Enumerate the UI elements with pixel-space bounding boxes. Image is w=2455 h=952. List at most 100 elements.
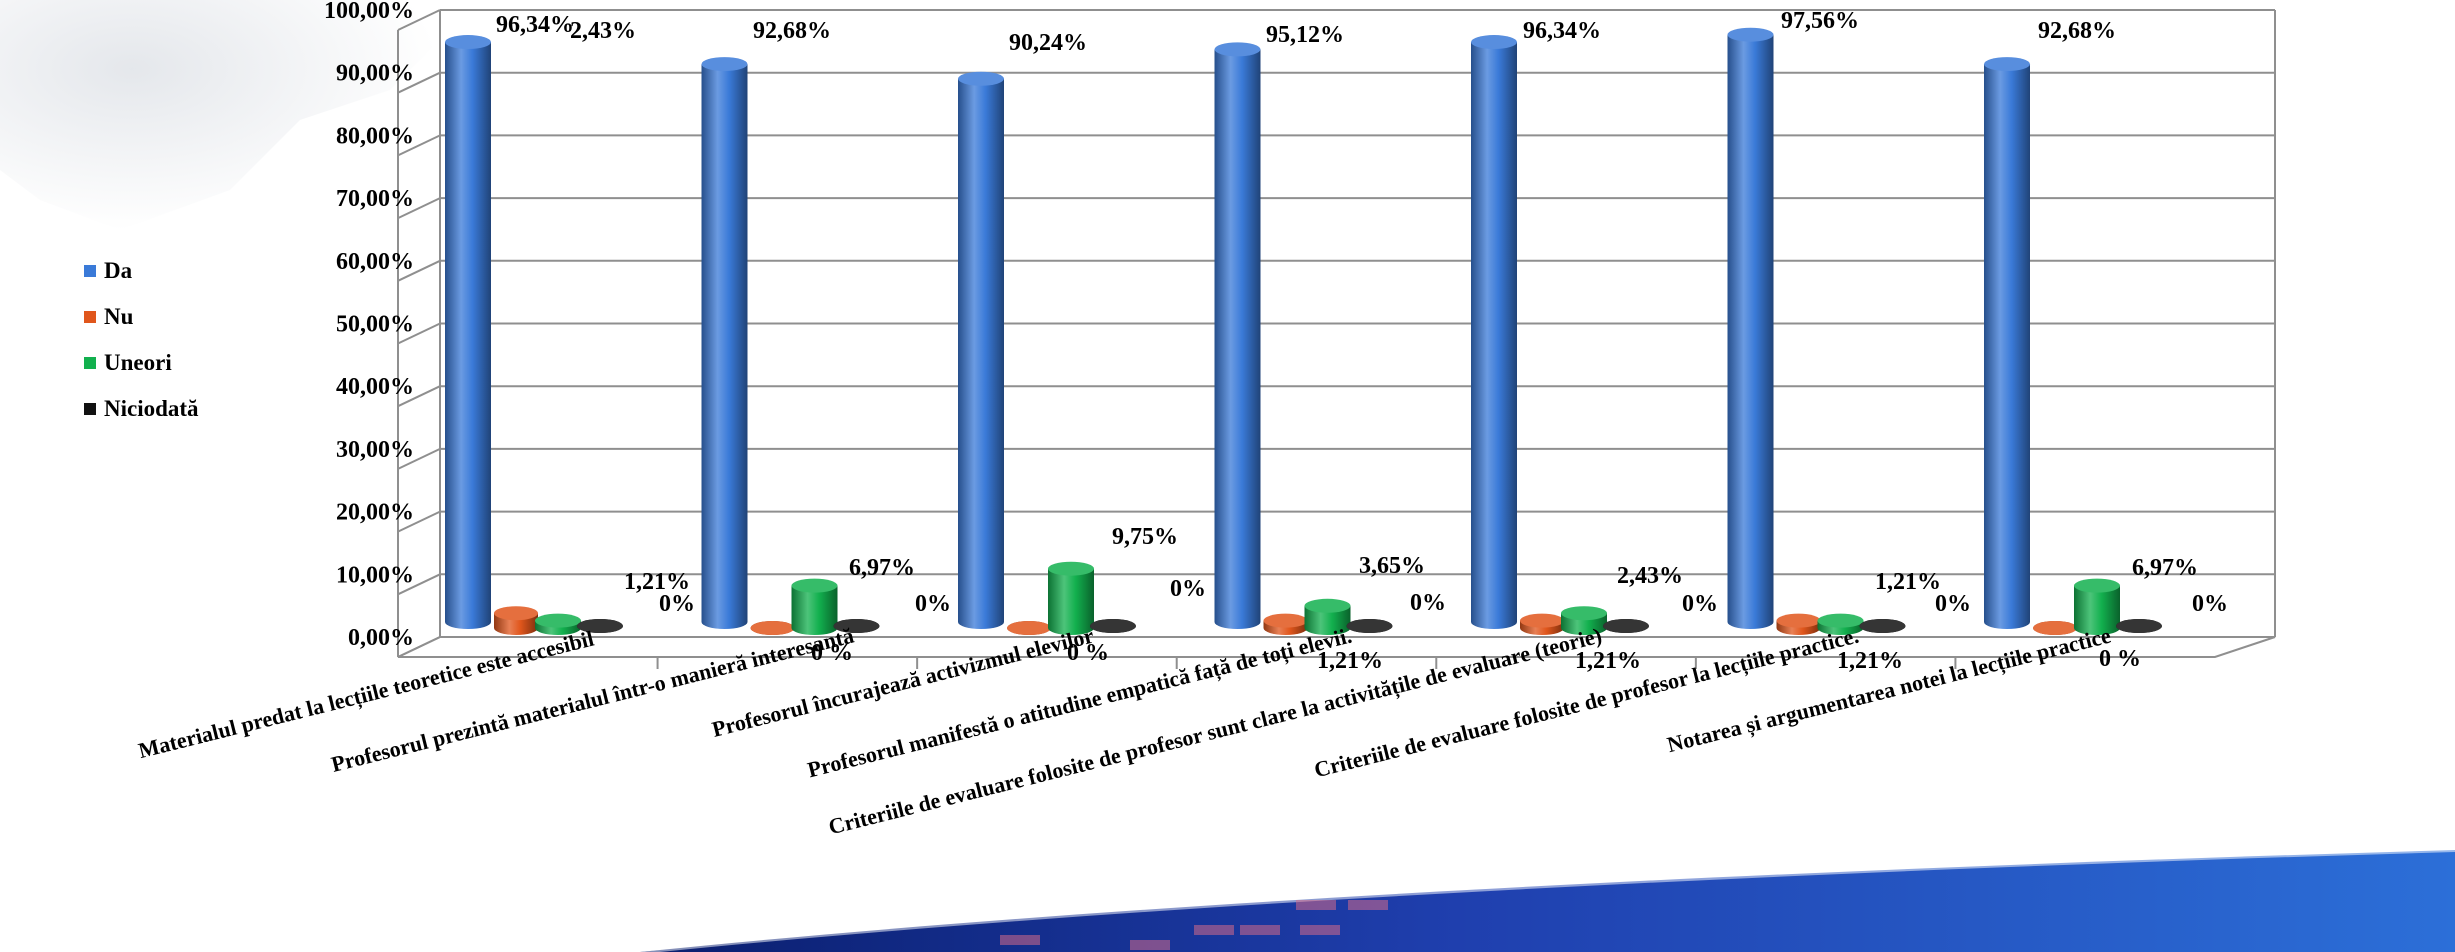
chart-legend: Da Nu Uneori Niciodată bbox=[84, 248, 199, 432]
bar-niciodată bbox=[1859, 619, 1906, 633]
bar-top bbox=[535, 613, 581, 628]
bar-nu bbox=[494, 606, 538, 635]
y-tick-label: 10,00% bbox=[336, 562, 414, 588]
legend-swatch bbox=[84, 265, 96, 277]
bar-top bbox=[1776, 613, 1821, 628]
bar-uneori bbox=[535, 613, 581, 635]
bar-top bbox=[577, 619, 623, 633]
bar-top bbox=[1471, 35, 1517, 50]
data-label-niciodată: 0% bbox=[1170, 576, 1206, 602]
y-tick-label: 50,00% bbox=[336, 312, 414, 338]
bar-body bbox=[1984, 64, 2030, 629]
bar-niciodată bbox=[1603, 619, 1649, 633]
bar-top bbox=[1727, 27, 1774, 42]
legend-item: Nu bbox=[84, 294, 199, 340]
bar-da bbox=[701, 57, 748, 629]
legend-swatch bbox=[84, 403, 96, 415]
category-labels: Materialul predat la lecțiile teoretice … bbox=[136, 623, 2114, 841]
bar-da bbox=[445, 35, 491, 629]
data-label-niciodată: 0% bbox=[1682, 591, 1718, 617]
data-label-niciodată: 0% bbox=[1410, 590, 1446, 616]
bar-uneori bbox=[1048, 561, 1094, 635]
bar-top bbox=[791, 578, 838, 593]
bar-body bbox=[1214, 49, 1261, 629]
bar-top bbox=[701, 57, 748, 72]
data-label-da: 96,34% bbox=[496, 12, 574, 38]
data-label-nu: 0 % bbox=[2099, 646, 2141, 672]
bar-top bbox=[1520, 613, 1564, 628]
bar-uneori bbox=[1817, 613, 1864, 635]
data-label-uneori: 9,75% bbox=[1112, 524, 1178, 550]
bar-body bbox=[1727, 34, 1774, 630]
bar-body bbox=[445, 42, 491, 629]
legend-item: Da bbox=[84, 248, 199, 294]
y-tick-label: 0,00% bbox=[348, 625, 414, 651]
legend-swatch bbox=[84, 357, 96, 369]
bar-top bbox=[1603, 619, 1649, 633]
y-tick-label: 30,00% bbox=[336, 437, 414, 463]
bar-body bbox=[1048, 568, 1094, 635]
y-tick-label: 20,00% bbox=[336, 500, 414, 526]
world-map-shape bbox=[0, 0, 440, 230]
y-tick-label: 100,00% bbox=[324, 0, 414, 24]
swoosh-highlight bbox=[640, 842, 2455, 952]
bar-top bbox=[1984, 57, 2030, 72]
bar-top bbox=[750, 621, 795, 635]
y-tick-label: 60,00% bbox=[336, 249, 414, 275]
y-tick-label: 80,00% bbox=[336, 123, 414, 149]
bar-niciodată bbox=[2116, 619, 2162, 633]
bar-top bbox=[1048, 561, 1094, 576]
data-label-uneori: 3,65% bbox=[1359, 553, 1425, 579]
legend-label: Uneori bbox=[104, 350, 172, 375]
y-tick-label: 90,00% bbox=[336, 61, 414, 87]
equalizer-decoration bbox=[1000, 900, 1388, 950]
bar-top bbox=[833, 619, 880, 633]
data-label-uneori: 1,21% bbox=[1875, 569, 1941, 595]
gridline-depth bbox=[397, 322, 441, 345]
data-label-nu: 1,21% bbox=[1837, 648, 1903, 674]
bar-nu bbox=[1776, 613, 1821, 635]
data-labels: 96,34%2,43%1,21%0%92,68%0 %6,97%0%90,24%… bbox=[496, 8, 2228, 674]
bar-nu bbox=[1263, 613, 1308, 635]
legend-label: Niciodată bbox=[104, 396, 199, 421]
data-label-niciodată: 0% bbox=[1935, 591, 1971, 617]
bar-top bbox=[1304, 598, 1351, 613]
bar-da bbox=[1214, 42, 1261, 629]
data-label-da: 97,56% bbox=[1781, 8, 1859, 34]
bar-uneori bbox=[1304, 598, 1351, 635]
bar-top bbox=[1007, 621, 1051, 635]
y-tick-label: 70,00% bbox=[336, 186, 414, 212]
bar-body bbox=[2074, 585, 2120, 635]
bar-body bbox=[958, 78, 1004, 630]
data-label-uneori: 1,21% bbox=[624, 569, 690, 595]
bar-niciodată bbox=[1090, 619, 1136, 633]
data-label-da: 96,34% bbox=[1523, 18, 1601, 44]
data-label-da: 95,12% bbox=[1266, 22, 1344, 48]
data-label-niciodată: 0% bbox=[915, 591, 951, 617]
gridline-depth bbox=[397, 259, 441, 282]
bar-body bbox=[791, 585, 838, 635]
gridline-depth bbox=[397, 9, 441, 31]
legend-item: Niciodată bbox=[84, 386, 199, 432]
bar-top bbox=[2074, 578, 2120, 593]
data-label-uneori: 6,97% bbox=[2132, 555, 2198, 581]
gridline-depth bbox=[397, 573, 441, 596]
gridline-depth bbox=[397, 385, 441, 408]
gridline-depth bbox=[397, 447, 441, 470]
data-label-nu: 1,21% bbox=[1317, 648, 1383, 674]
bar-top bbox=[1817, 613, 1864, 628]
legend-label: Da bbox=[104, 258, 133, 283]
data-label-nu: 0 % bbox=[811, 640, 853, 666]
bar-nu bbox=[750, 621, 795, 635]
data-label-uneori: 2,43% bbox=[1617, 563, 1683, 589]
bar-nu bbox=[2033, 621, 2077, 635]
bar-top bbox=[2033, 621, 2077, 635]
legend-label: Nu bbox=[104, 304, 134, 329]
bar-body bbox=[701, 64, 748, 629]
blue-swoosh bbox=[640, 850, 2455, 952]
bar-top bbox=[2116, 619, 2162, 633]
bar-top bbox=[445, 35, 491, 50]
bar-top bbox=[1859, 619, 1906, 633]
y-tick-label: 40,00% bbox=[336, 374, 414, 400]
